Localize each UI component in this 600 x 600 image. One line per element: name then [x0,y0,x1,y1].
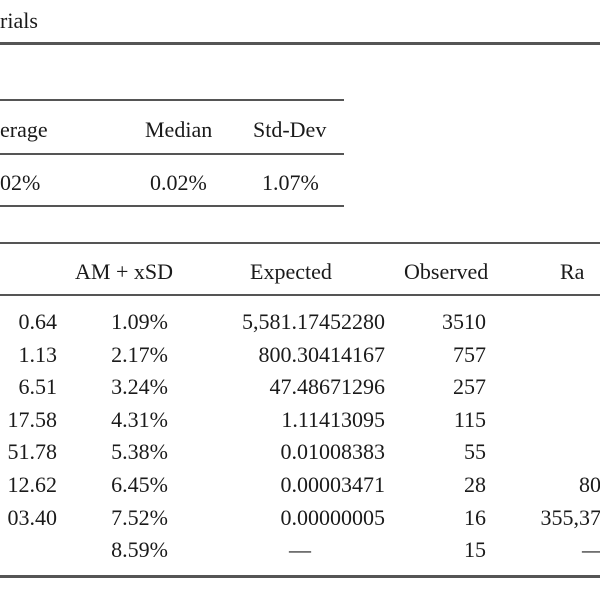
summary-value-average: 02% [0,170,41,195]
cell-am-xsd: 5.38% [111,439,168,465]
cell-ratio-left: 6.51 [18,374,58,400]
cell-ratio-left: 17.58 [7,406,58,432]
cell-observed: 3510 [442,309,486,334]
cell-observed: 115 [453,406,486,432]
summary-top-rule [0,99,344,101]
cell-am-xsd: 2.17% [111,341,168,367]
cell-am-xsd: 7.52% [111,504,168,530]
cell-expected: 800.30414167 [258,341,386,367]
cell-ratio-left: 12.62 [7,472,58,497]
table-header-rule [0,294,600,296]
cell-observed: 757 [453,341,486,367]
title-rule [0,42,600,45]
cell-expected: 5,581.17452280 [242,309,385,334]
cell-ratio-right: 355,373 [540,504,600,530]
header-ra: Ra [560,259,585,284]
summary-header-stddev: Std-Dev [253,117,327,142]
cell-observed: 16 [464,504,486,530]
summary-header-average: erage [0,117,48,142]
cell-am-xsd: 8.59% [111,537,168,563]
cell-expected: — [289,537,311,563]
cell-am-xsd: 6.45% [111,472,168,497]
header-am-xsd: AM + xSD [75,259,173,284]
summary-value-stddev: 1.07% [262,170,319,195]
cell-ratio-left: 0.64 [18,309,58,334]
cell-ratio-left: 1.13 [18,341,58,367]
cell-expected: 47.48671296 [269,374,386,400]
cell-ratio-right: 806 [579,472,600,497]
summary-mid-rule [0,153,344,155]
cell-observed: 257 [453,374,486,400]
table-top-rule [0,242,600,244]
header-expected: Expected [250,259,332,284]
cell-expected: 0.00003471 [280,472,386,497]
cell-observed: 55 [464,439,486,465]
cell-ratio-left: 03.40 [7,504,58,530]
cell-am-xsd: 3.24% [111,374,168,400]
cell-expected: 0.00000005 [280,504,386,530]
cell-am-xsd: 1.09% [111,309,168,334]
cell-observed: 28 [464,472,486,497]
header-observed: Observed [404,259,489,284]
cell-observed: 15 [464,537,486,563]
cell-am-xsd: 4.31% [111,406,168,432]
title-fragment: rials [0,8,38,33]
cell-ratio-right: — [582,537,600,563]
cell-expected: 1.11413095 [281,406,385,432]
cell-expected: 0.01008383 [280,439,386,465]
summary-value-median: 0.02% [150,170,207,195]
summary-bottom-rule [0,205,344,207]
summary-header-median: Median [145,117,213,142]
table-bottom-rule [0,575,600,578]
cell-ratio-left: 51.78 [7,439,58,465]
